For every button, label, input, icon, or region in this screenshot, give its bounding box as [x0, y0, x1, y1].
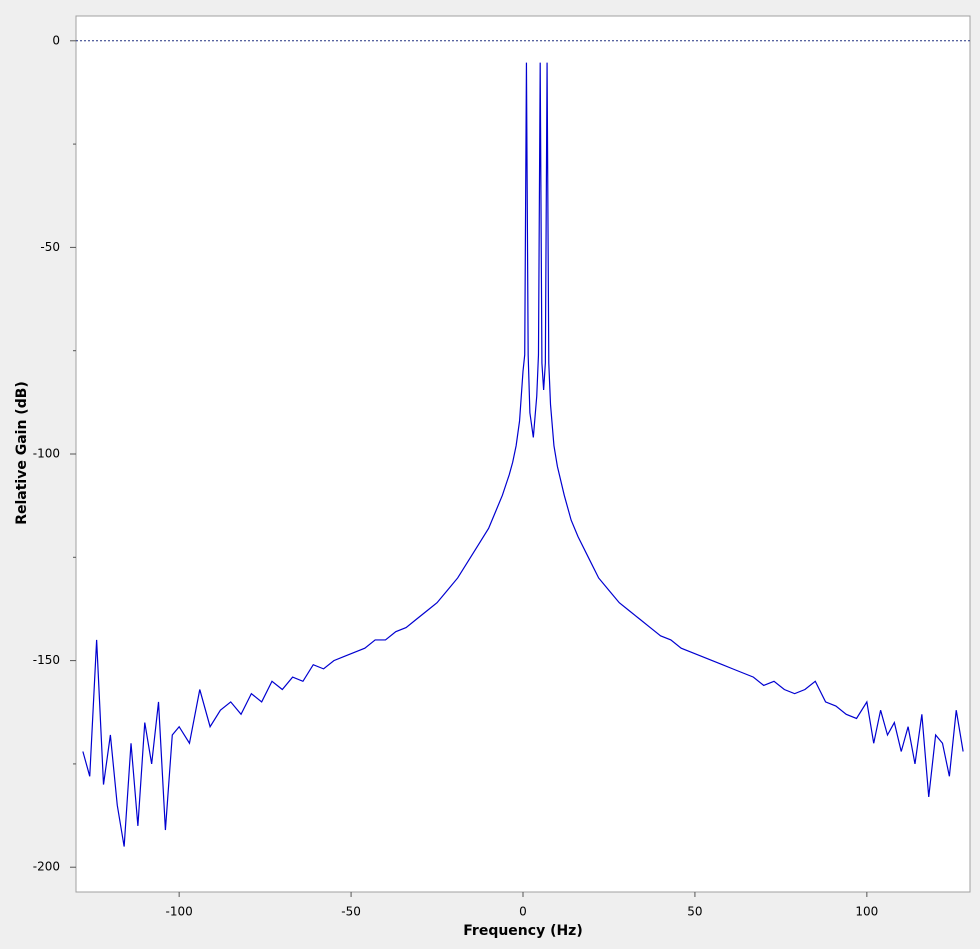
spectrum-line: [82, 62, 964, 847]
x-axis-label: Frequency (Hz): [463, 923, 582, 939]
x-tick-label: -100: [166, 905, 193, 919]
plot-area: [75, 15, 971, 893]
x-tick-label: 50: [687, 905, 702, 919]
y-tick-label: -50: [40, 240, 60, 254]
x-tick-label: 0: [519, 905, 527, 919]
x-tick-label: 100: [855, 905, 878, 919]
y-axis-label: Relative Gain (dB): [14, 381, 30, 525]
y-tick-label: 0: [52, 33, 60, 47]
y-tick-label: -100: [33, 447, 60, 461]
y-tick-label: -200: [33, 860, 60, 874]
x-tick-label: -50: [341, 905, 361, 919]
y-tick-label: -150: [33, 653, 60, 667]
